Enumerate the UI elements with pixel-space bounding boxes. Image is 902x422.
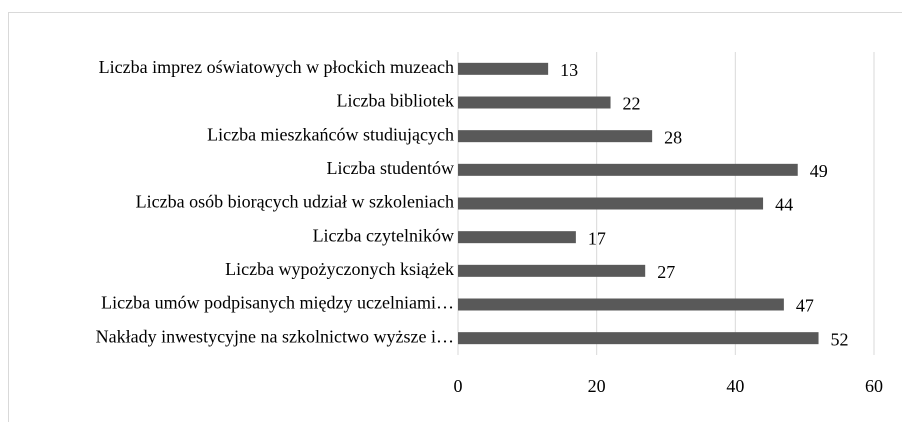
bar xyxy=(458,62,549,75)
bar xyxy=(458,298,784,311)
value-label: 28 xyxy=(664,127,682,147)
value-label: 49 xyxy=(810,161,828,181)
x-tick-label: 40 xyxy=(726,376,744,396)
y-tick-label: Liczba umów podpisanych między uczelniam… xyxy=(101,293,454,313)
y-tick-label: Nakłady inwestycyjne na szkolnictwo wyżs… xyxy=(96,326,454,346)
bar xyxy=(458,96,611,109)
y-tick-label: Liczba imprez oświatowych w płockich muz… xyxy=(99,57,454,77)
x-tick-label: 60 xyxy=(865,376,883,396)
bar xyxy=(458,197,764,210)
y-tick-label: Liczba studentów xyxy=(327,158,454,178)
chart-border xyxy=(8,12,902,422)
value-label: 17 xyxy=(588,228,606,248)
bar xyxy=(458,231,576,244)
bar xyxy=(458,163,798,176)
value-label: 22 xyxy=(623,94,641,114)
y-tick-label: Liczba wypożyczonych książek xyxy=(225,259,454,279)
y-tick-label: Liczba osób biorących udział w szkolenia… xyxy=(136,192,454,212)
value-label: 52 xyxy=(831,329,849,349)
x-tick-label: 0 xyxy=(454,376,463,396)
value-label: 27 xyxy=(657,262,675,282)
value-label: 13 xyxy=(560,60,578,80)
bar xyxy=(458,332,819,345)
bar xyxy=(458,130,653,143)
y-tick-label: Liczba czytelników xyxy=(313,225,454,245)
y-tick-label: Liczba mieszkańców studiujących xyxy=(207,124,454,144)
x-tick-label: 20 xyxy=(588,376,606,396)
value-label: 44 xyxy=(775,195,793,215)
bar xyxy=(458,264,646,277)
y-tick-label: Liczba bibliotek xyxy=(337,91,454,111)
value-label: 47 xyxy=(796,296,814,316)
